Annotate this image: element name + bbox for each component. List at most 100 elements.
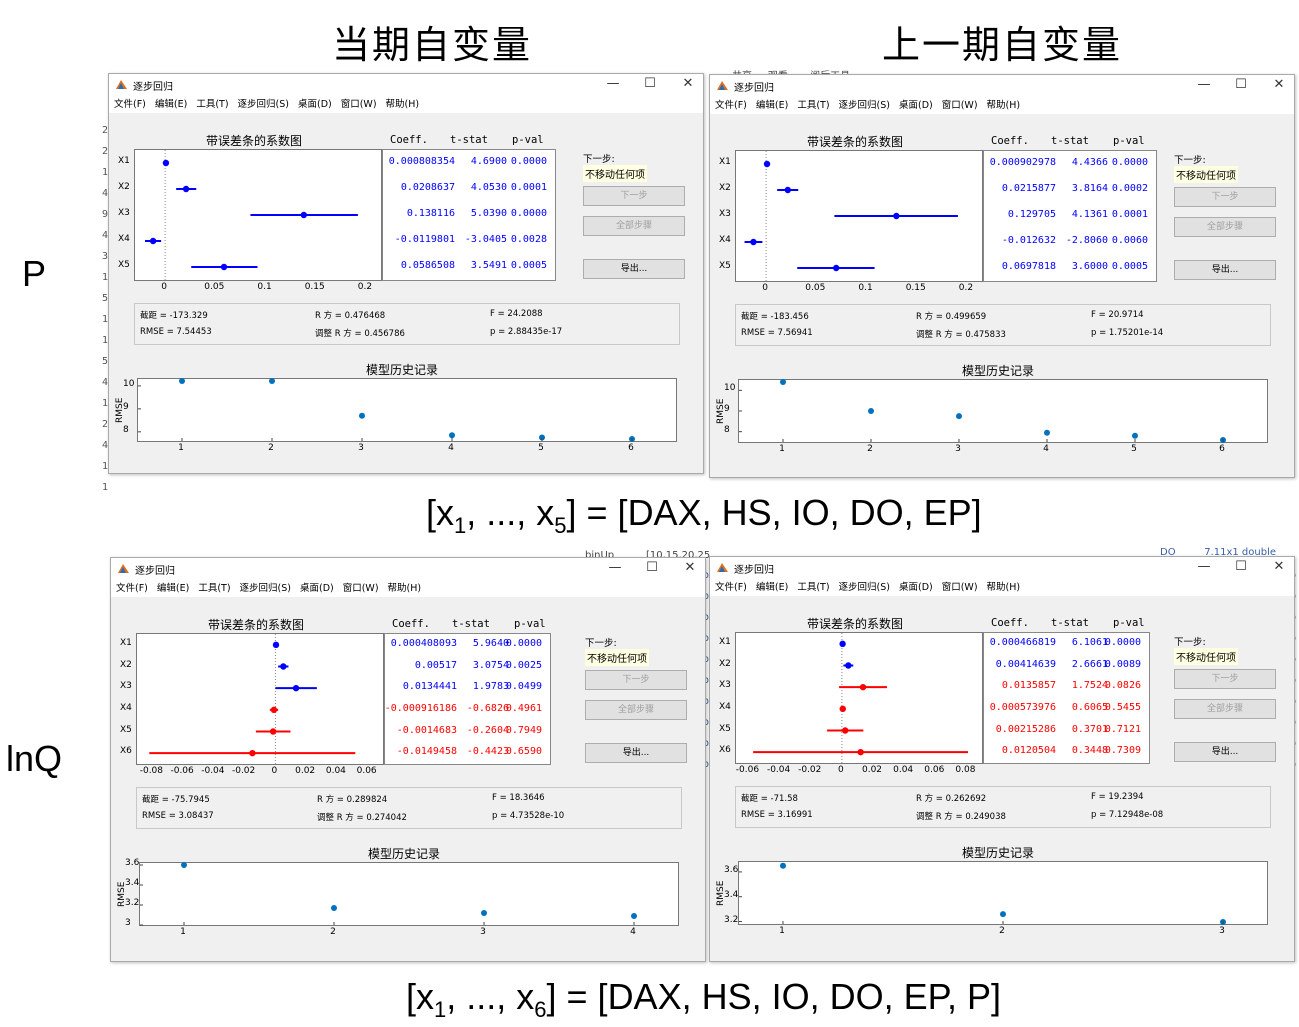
coef-point-x1[interactable] [272, 641, 280, 649]
menu-item-2[interactable]: 工具(T) [797, 582, 830, 593]
menu-item-0[interactable]: 文件(F) [116, 583, 148, 594]
menu-item-1[interactable]: 编辑(E) [156, 583, 190, 594]
menu-item-5[interactable]: 窗口(W) [340, 99, 377, 110]
history-point[interactable] [1044, 429, 1050, 436]
coef-errorbar-plot[interactable] [735, 150, 983, 282]
menu-item-3[interactable]: 逐步回归(S) [239, 583, 291, 594]
menu-item-2[interactable]: 工具(T) [196, 99, 229, 110]
coef-table-row[interactable]: 0.138116 5.0390 0.0000 [383, 208, 555, 222]
minimize-icon[interactable]: — [1197, 559, 1211, 574]
history-point[interactable] [181, 862, 187, 868]
maximize-icon[interactable]: ☐ [644, 76, 656, 91]
history-point[interactable] [780, 862, 786, 869]
history-point[interactable] [1000, 911, 1006, 918]
menu-item-0[interactable]: 文件(F) [715, 582, 747, 593]
coef-table-row[interactable]: -0.0119801 -3.0405 0.0028 [383, 234, 555, 248]
coef-point-x5[interactable] [220, 263, 228, 271]
model-history-plot[interactable] [139, 862, 679, 926]
coef-point-x3[interactable] [292, 684, 300, 692]
close-icon[interactable]: ✕ [1273, 77, 1285, 92]
coef-table-row[interactable]: 0.000902978 4.4366 0.0000 [984, 157, 1156, 171]
coef-point-x5[interactable] [832, 264, 840, 272]
coef-table-row[interactable]: 0.0120504 0.3448 0.7309 [984, 745, 1149, 759]
title-bar[interactable]: 逐步回归 — ☐ ✕ [710, 75, 1294, 97]
coef-table-row[interactable]: 0.000466819 6.1061 0.0000 [984, 637, 1149, 651]
menu-item-3[interactable]: 逐步回归(S) [237, 99, 289, 110]
coef-point-x6[interactable] [249, 749, 256, 757]
maximize-icon[interactable]: ☐ [1235, 77, 1247, 92]
export-button[interactable]: 导出... [585, 743, 687, 763]
title-bar[interactable]: 逐步回归 — ☐ ✕ [710, 557, 1294, 579]
history-point[interactable] [631, 913, 637, 919]
title-bar[interactable]: 逐步回归 — ☐ ✕ [111, 558, 705, 580]
coef-errorbar-plot[interactable] [735, 632, 983, 764]
history-point[interactable] [539, 434, 545, 441]
all-steps-button[interactable]: 全部步骤 [585, 700, 687, 720]
coef-table-row[interactable]: 0.129705 4.1361 0.0001 [984, 209, 1156, 223]
coef-point-x1[interactable] [839, 640, 846, 648]
menu-item-1[interactable]: 编辑(E) [755, 100, 789, 111]
history-point[interactable] [449, 432, 455, 439]
menu-item-4[interactable]: 桌面(D) [898, 100, 933, 111]
menu-item-6[interactable]: 帮助(H) [986, 100, 1021, 111]
coef-point-x2[interactable] [182, 185, 190, 193]
maximize-icon[interactable]: ☐ [646, 560, 658, 575]
coef-point-x3[interactable] [300, 211, 308, 219]
model-history-plot[interactable] [137, 378, 677, 442]
next-step-button[interactable]: 下一步 [1174, 187, 1276, 207]
coef-table-row[interactable]: -0.012632 -2.8060 0.0060 [984, 235, 1156, 249]
menu-item-6[interactable]: 帮助(H) [385, 99, 420, 110]
history-point[interactable] [359, 412, 365, 419]
coef-point-x4[interactable] [149, 237, 157, 245]
coef-table-row[interactable]: 0.000408093 5.9640 0.0000 [385, 638, 550, 652]
minimize-icon[interactable]: — [1197, 77, 1211, 92]
menu-item-2[interactable]: 工具(T) [198, 583, 231, 594]
title-bar[interactable]: 逐步回归 — ☐ ✕ [109, 74, 703, 96]
menu-item-1[interactable]: 编辑(E) [755, 582, 789, 593]
menu-item-4[interactable]: 桌面(D) [898, 582, 933, 593]
coef-point-x1[interactable] [763, 160, 771, 168]
coef-errorbar-plot[interactable] [136, 633, 384, 765]
coef-table-row[interactable]: 0.0215877 3.8164 0.0002 [984, 183, 1156, 197]
coef-point-x5[interactable] [269, 728, 277, 735]
menu-item-0[interactable]: 文件(F) [715, 100, 747, 111]
history-point[interactable] [780, 379, 786, 385]
coef-table-row[interactable]: -0.0014683 -0.2604 0.7949 [385, 725, 550, 739]
coef-table-row[interactable]: 0.00517 3.0754 0.0025 [385, 660, 550, 674]
all-steps-button[interactable]: 全部步骤 [1174, 217, 1276, 237]
history-point[interactable] [179, 378, 185, 384]
coef-table-row[interactable]: 0.0134441 1.9783 0.0499 [385, 681, 550, 695]
coef-table-row[interactable]: 0.0208637 4.0530 0.0001 [383, 182, 555, 196]
history-point[interactable] [481, 910, 487, 916]
coef-point-x6[interactable] [857, 748, 864, 756]
close-icon[interactable]: ✕ [1273, 559, 1285, 574]
coef-table-row[interactable]: 0.0697818 3.6000 0.0005 [984, 261, 1156, 275]
coef-point-x3[interactable] [859, 683, 867, 691]
menu-item-4[interactable]: 桌面(D) [299, 583, 334, 594]
export-button[interactable]: 导出... [1174, 260, 1276, 280]
model-history-plot[interactable] [738, 379, 1268, 443]
history-point[interactable] [956, 413, 962, 420]
export-button[interactable]: 导出... [1174, 742, 1276, 762]
model-history-plot[interactable] [738, 861, 1268, 925]
next-step-button[interactable]: 下一步 [1174, 669, 1276, 689]
minimize-icon[interactable]: — [606, 76, 620, 91]
coef-point-x4[interactable] [839, 705, 846, 713]
history-point[interactable] [269, 378, 275, 384]
menu-item-6[interactable]: 帮助(H) [387, 583, 422, 594]
coef-point-x4[interactable] [270, 706, 278, 714]
coef-point-x4[interactable] [750, 238, 757, 246]
coef-table-row[interactable]: 0.000573976 0.6065 0.5455 [984, 702, 1149, 716]
export-button[interactable]: 导出... [583, 259, 685, 279]
coef-point-x5[interactable] [842, 727, 849, 734]
coef-errorbar-plot[interactable] [134, 149, 382, 281]
maximize-icon[interactable]: ☐ [1235, 559, 1247, 574]
history-point[interactable] [868, 408, 874, 414]
coef-point-x2[interactable] [280, 663, 287, 670]
next-step-button[interactable]: 下一步 [585, 670, 687, 690]
menu-item-5[interactable]: 窗口(W) [342, 583, 379, 594]
minimize-icon[interactable]: — [608, 560, 622, 575]
next-step-button[interactable]: 下一步 [583, 186, 685, 206]
menu-item-4[interactable]: 桌面(D) [297, 99, 332, 110]
menu-item-3[interactable]: 逐步回归(S) [838, 100, 890, 111]
